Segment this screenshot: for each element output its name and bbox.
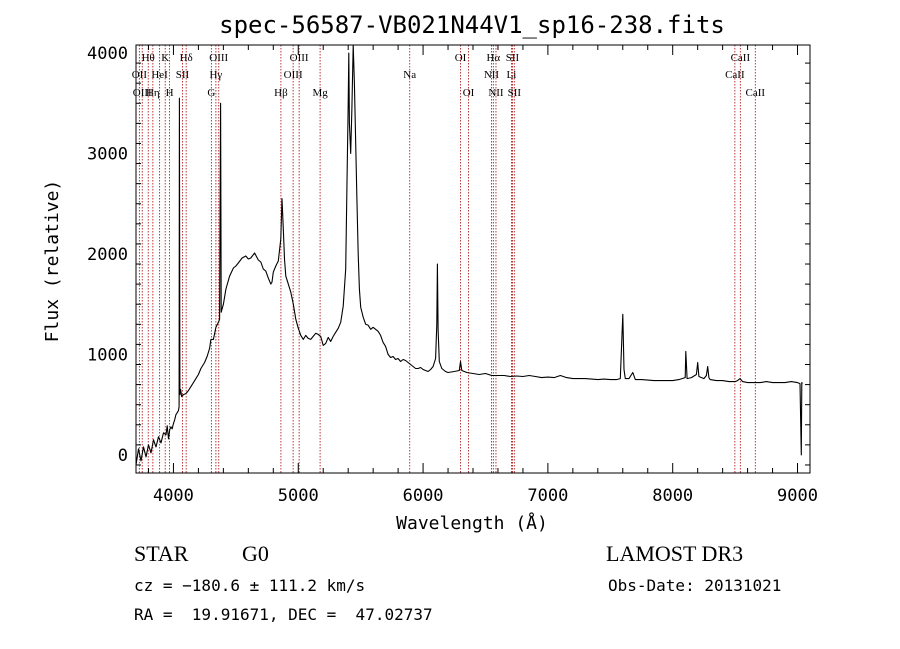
marker-label: OIII xyxy=(284,69,303,81)
marker-label: Hβ xyxy=(274,87,288,99)
marker-label: HeI xyxy=(151,69,168,81)
marker-label: CaII xyxy=(725,69,745,81)
coordinates-text: RA = 19.91671, DEC = 47.02737 xyxy=(134,605,433,624)
plot-frame xyxy=(135,44,811,474)
marker-label: OI xyxy=(463,87,475,99)
marker-label: Mg xyxy=(312,87,328,99)
chart-title: spec-56587-VB021N44V1_sp16-238.fits xyxy=(219,11,725,39)
object-subclass: G0 xyxy=(242,541,269,566)
marker-label: Na xyxy=(403,69,416,81)
line-markers xyxy=(138,45,756,473)
marker-label: CaII xyxy=(731,52,751,64)
marker-label: Hη xyxy=(146,87,160,99)
marker-label: NII xyxy=(488,87,504,99)
marker-label: OIII xyxy=(209,52,228,64)
marker-label: Hδ xyxy=(180,52,193,64)
spectrum-line xyxy=(135,44,803,466)
marker-label: K xyxy=(161,52,169,64)
marker-label: OII xyxy=(132,69,148,81)
y-tick-label: 2000 xyxy=(87,245,128,265)
marker-label: Hθ xyxy=(142,52,155,64)
x-tick-label: 5000 xyxy=(278,486,319,506)
marker-label: Hα xyxy=(486,52,500,64)
marker-label: OIII xyxy=(290,52,309,64)
marker-label: SII xyxy=(508,87,522,99)
line-marker-labels: Hθ K Hδ OIII OIII OI Hα SII CaII OII HeI SII Hγ OIII N… xyxy=(132,52,766,99)
survey-name: LAMOST DR3 xyxy=(606,541,743,566)
y-axis-label: Flux (relative) xyxy=(42,180,63,343)
obs-date-text: Obs-Date: 20131021 xyxy=(608,576,781,595)
y-tick-label: 3000 xyxy=(87,145,128,165)
x-tick-label: 6000 xyxy=(403,486,444,506)
y-tick-label: 0 xyxy=(118,446,128,466)
y-tick-label: 1000 xyxy=(87,345,128,365)
marker-label: OIII xyxy=(133,87,152,99)
x-tick-label: 4000 xyxy=(153,486,194,506)
marker-label: NII xyxy=(484,69,500,81)
marker-label: SII xyxy=(506,52,520,64)
x-tick-label: 7000 xyxy=(527,486,568,506)
y-tick-label: 4000 xyxy=(87,44,128,64)
x-axis: 4000 5000 6000 7000 8000 9000 xyxy=(147,45,818,506)
marker-label: Hγ xyxy=(209,69,222,81)
y-axis: 0 1000 2000 3000 4000 xyxy=(87,44,810,466)
marker-label: G xyxy=(207,87,215,99)
x-axis-label: Wavelength (Å) xyxy=(396,512,548,534)
marker-label: Li xyxy=(507,69,517,81)
marker-label: H xyxy=(166,87,174,99)
redshift-text: cz = −180.6 ± 111.2 km/s xyxy=(134,576,365,595)
marker-label: CaII xyxy=(746,87,766,99)
x-tick-label: 8000 xyxy=(652,486,693,506)
marker-label: SII xyxy=(176,69,190,81)
object-class: STAR xyxy=(134,541,189,566)
marker-label: OI xyxy=(455,52,467,64)
x-tick-label: 9000 xyxy=(777,486,818,506)
